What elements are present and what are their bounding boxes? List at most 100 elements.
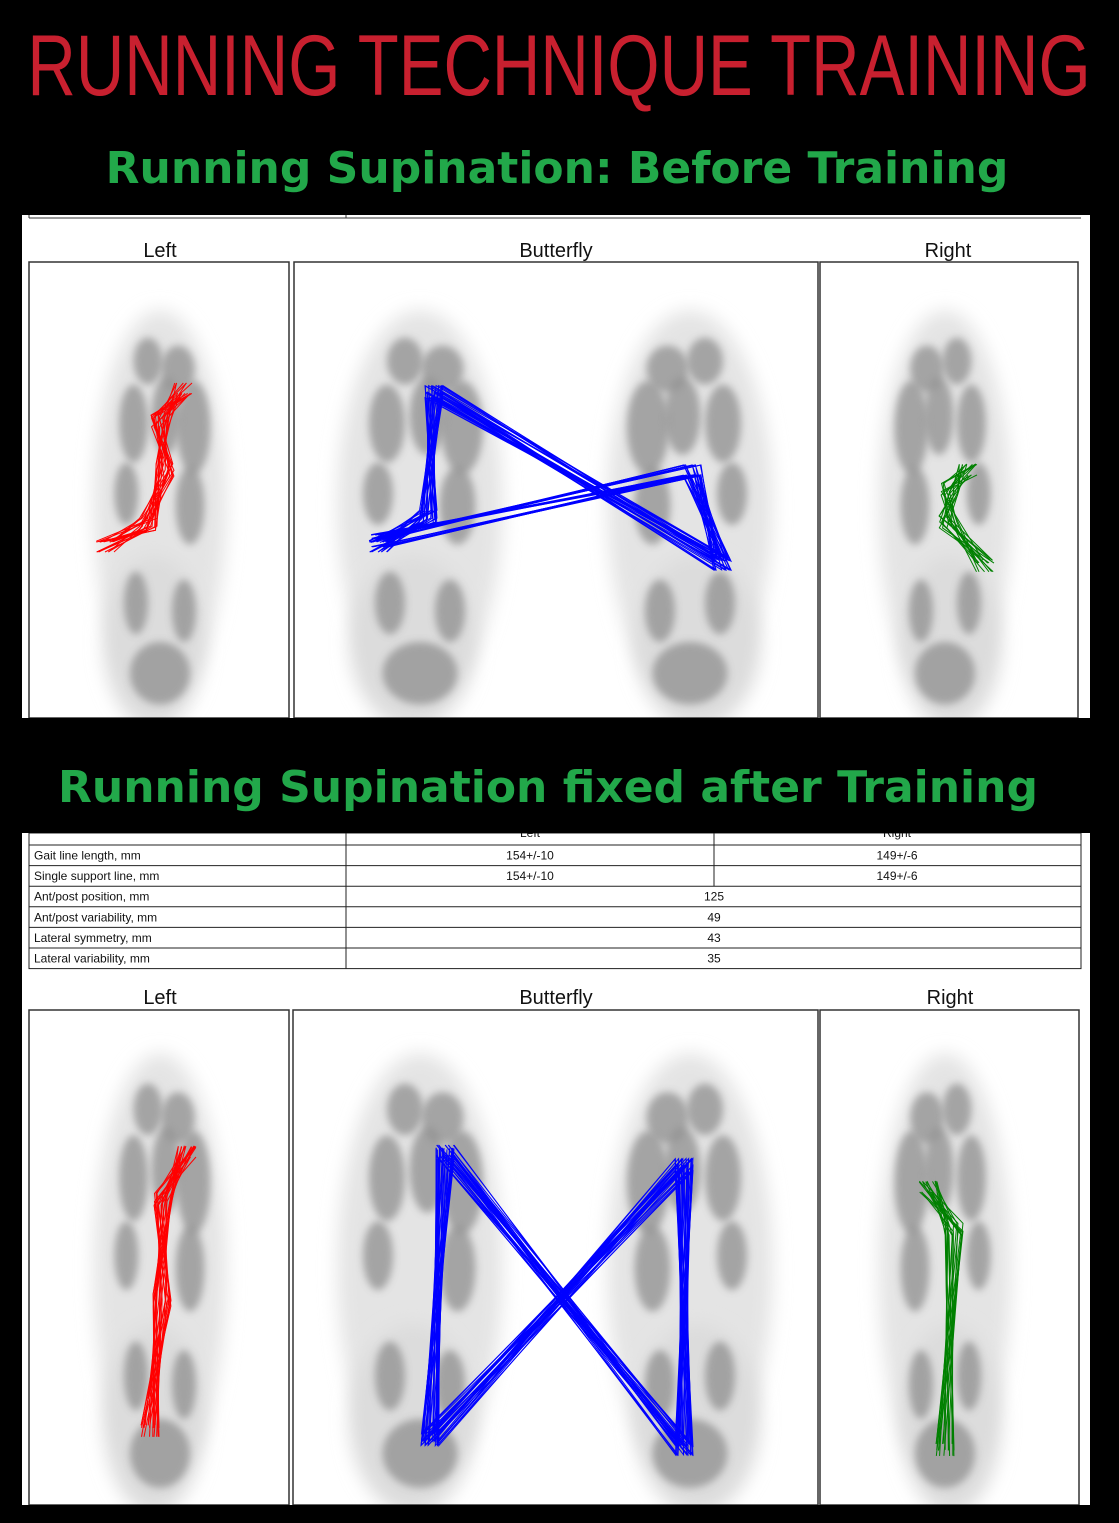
pressure-area	[652, 642, 728, 705]
pressure-area	[382, 642, 458, 705]
panel-label: Butterfly	[519, 240, 592, 262]
gait-line	[112, 393, 175, 542]
pressure-area	[900, 1225, 930, 1312]
pressure-area	[435, 579, 465, 642]
page-title: RUNNING TECHNIQUE TRAINING	[27, 18, 1090, 114]
cell-value: 149+/-6	[876, 869, 917, 883]
gait-line	[386, 384, 729, 561]
row-label: Ant/post position, mm	[34, 890, 149, 904]
pressure-area	[130, 642, 190, 705]
pressure-area	[439, 466, 476, 545]
pressure-area	[705, 1135, 741, 1222]
gait-line	[152, 1145, 185, 1437]
pressure-area	[705, 1341, 735, 1411]
gait-line	[422, 1155, 694, 1445]
plot-frame	[819, 1009, 1080, 1505]
pressure-area	[900, 466, 930, 545]
pressure-area	[687, 337, 723, 385]
pressure-area	[175, 466, 205, 545]
gait-line	[96, 393, 191, 553]
pressure-area	[119, 1135, 148, 1222]
row-label: Lateral variability, mm	[34, 952, 150, 966]
cell-value: 149+/-6	[876, 849, 917, 863]
pressure-area	[634, 1225, 671, 1312]
cell-value: 154+/-10	[506, 849, 554, 863]
pressure-area	[915, 1419, 975, 1488]
plot-frame	[28, 1009, 290, 1505]
gait-line	[140, 1146, 183, 1428]
pressure-area	[114, 462, 139, 525]
gait-line	[96, 382, 193, 543]
gait-line	[140, 1156, 180, 1426]
cell-value: 49	[707, 910, 721, 924]
pressure-area	[942, 337, 972, 385]
panel-label: Left	[143, 240, 177, 262]
table-frame	[28, 833, 1082, 970]
pressure-area	[369, 384, 405, 463]
pressure-area	[664, 376, 701, 455]
pressure-area	[133, 337, 163, 385]
pressure-area	[387, 1083, 423, 1136]
pressure-area	[439, 1225, 476, 1312]
pressure-area	[375, 1341, 405, 1411]
pressure-area	[176, 380, 211, 475]
gait-line	[157, 1147, 197, 1428]
pressure-area	[687, 1083, 723, 1136]
gait-line	[947, 464, 977, 563]
cell-value: 35	[707, 952, 721, 966]
pressure-area	[363, 1221, 393, 1290]
pressure-area	[382, 1419, 458, 1488]
pressure-area	[114, 1221, 139, 1290]
pressure-area	[717, 462, 747, 525]
pressure-area	[387, 337, 423, 385]
gait-line	[922, 1181, 954, 1456]
pressure-area	[915, 642, 975, 705]
gait-line	[918, 1181, 962, 1456]
section-heading: Running Supination: Before Training	[106, 143, 1009, 194]
pressure-area	[957, 384, 986, 463]
gait-line	[103, 392, 183, 542]
table-header: Left	[520, 826, 541, 840]
gait-line	[435, 1147, 685, 1457]
pressure-area	[894, 380, 929, 475]
pressure-area	[627, 380, 669, 475]
row-label: Ant/post variability, mm	[34, 910, 157, 924]
pressure-area	[894, 1130, 929, 1235]
gait-line	[921, 1191, 964, 1444]
gait-line	[429, 1147, 694, 1457]
pressure-area	[133, 1083, 163, 1136]
table-header: Right	[883, 826, 912, 840]
row-label: Lateral symmetry, mm	[34, 931, 152, 945]
row-label: Single support line, mm	[34, 869, 159, 883]
cell-value: 154+/-10	[506, 869, 554, 883]
gait-line	[934, 1180, 955, 1451]
pressure-area	[957, 1341, 981, 1411]
gait-line	[370, 396, 720, 562]
pressure-area	[172, 579, 196, 642]
plot-frame	[819, 261, 1079, 718]
gait-line	[943, 474, 993, 561]
cell-value: 125	[704, 890, 724, 904]
pressure-area	[645, 579, 675, 642]
gait-line	[374, 384, 731, 560]
pressure-area	[705, 384, 741, 463]
panel-label: Butterfly	[519, 987, 592, 1009]
plot-frame	[28, 261, 290, 718]
row-label: Gait line length, mm	[34, 849, 141, 863]
gait-line	[109, 382, 178, 543]
pressure-area	[175, 1225, 205, 1312]
gait-line	[943, 463, 980, 573]
gait-line	[98, 393, 192, 553]
section-heading: Running Supination fixed after Training	[58, 762, 1038, 813]
pressure-area	[363, 462, 393, 525]
pressure-area	[369, 1135, 405, 1222]
pressure-area	[966, 1221, 991, 1290]
pressure-area	[957, 571, 981, 635]
pressure-area	[124, 571, 148, 635]
panel-label: Left	[143, 987, 177, 1009]
pressure-area	[375, 571, 405, 635]
pressure-area	[124, 1341, 148, 1411]
pressure-area	[435, 1350, 465, 1419]
pressure-area	[705, 571, 735, 635]
